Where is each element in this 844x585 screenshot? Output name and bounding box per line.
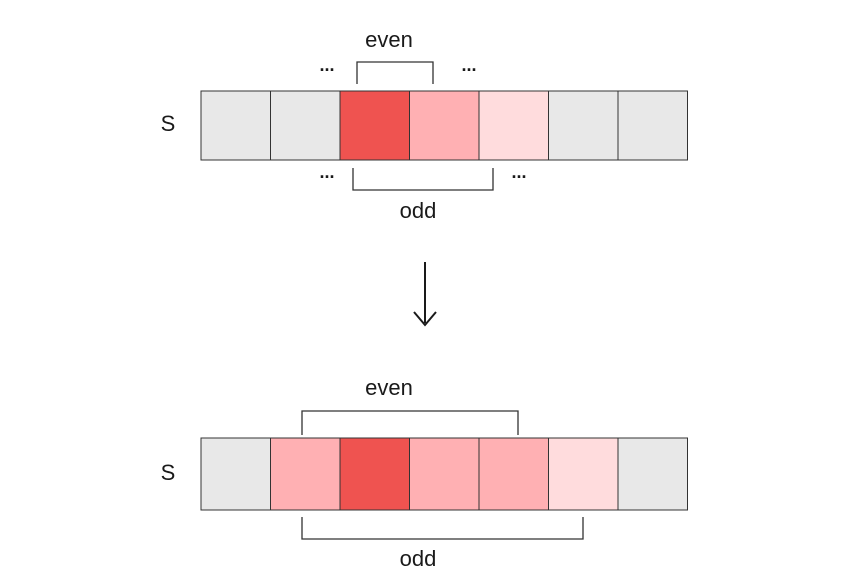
bottom-cell-5 (548, 437, 619, 511)
top-even-right-ellipsis: ... (461, 55, 476, 75)
bottom-cell-3 (409, 437, 480, 511)
top-odd-left-ellipsis: ... (319, 162, 334, 182)
top-even-bracket (356, 61, 434, 84)
top-odd-bracket (352, 168, 494, 191)
bottom-odd-label: odd (400, 546, 437, 571)
top-even-label: even (365, 27, 413, 52)
bottom-odd-bracket (301, 517, 584, 540)
bottom-even-bracket (301, 410, 519, 435)
top-cell-row (200, 90, 688, 161)
top-cell-0 (200, 90, 271, 161)
bottom-cell-0 (200, 437, 271, 511)
top-even-left-ellipsis: ... (319, 55, 334, 75)
bottom-cell-2 (339, 437, 410, 511)
top-odd-right-ellipsis: ... (511, 162, 526, 182)
top-cell-6 (617, 90, 688, 161)
bottom-cell-6 (617, 437, 688, 511)
bottom-cell-row (200, 437, 688, 511)
bottom-even-label: even (365, 375, 413, 400)
top-cell-4 (478, 90, 549, 161)
bottom-cell-1 (270, 437, 341, 511)
bottom-diagram: even S odd (161, 375, 688, 571)
down-arrow-icon (413, 262, 437, 327)
bottom-row-label: S (161, 460, 176, 485)
top-diagram: even ... ... S ... ... odd (161, 27, 688, 223)
top-cell-3 (409, 90, 480, 161)
top-cell-2 (339, 90, 410, 161)
top-row-label: S (161, 111, 176, 136)
top-odd-label: odd (400, 198, 437, 223)
top-cell-5 (548, 90, 619, 161)
top-cell-1 (270, 90, 341, 161)
bottom-cell-4 (478, 437, 549, 511)
